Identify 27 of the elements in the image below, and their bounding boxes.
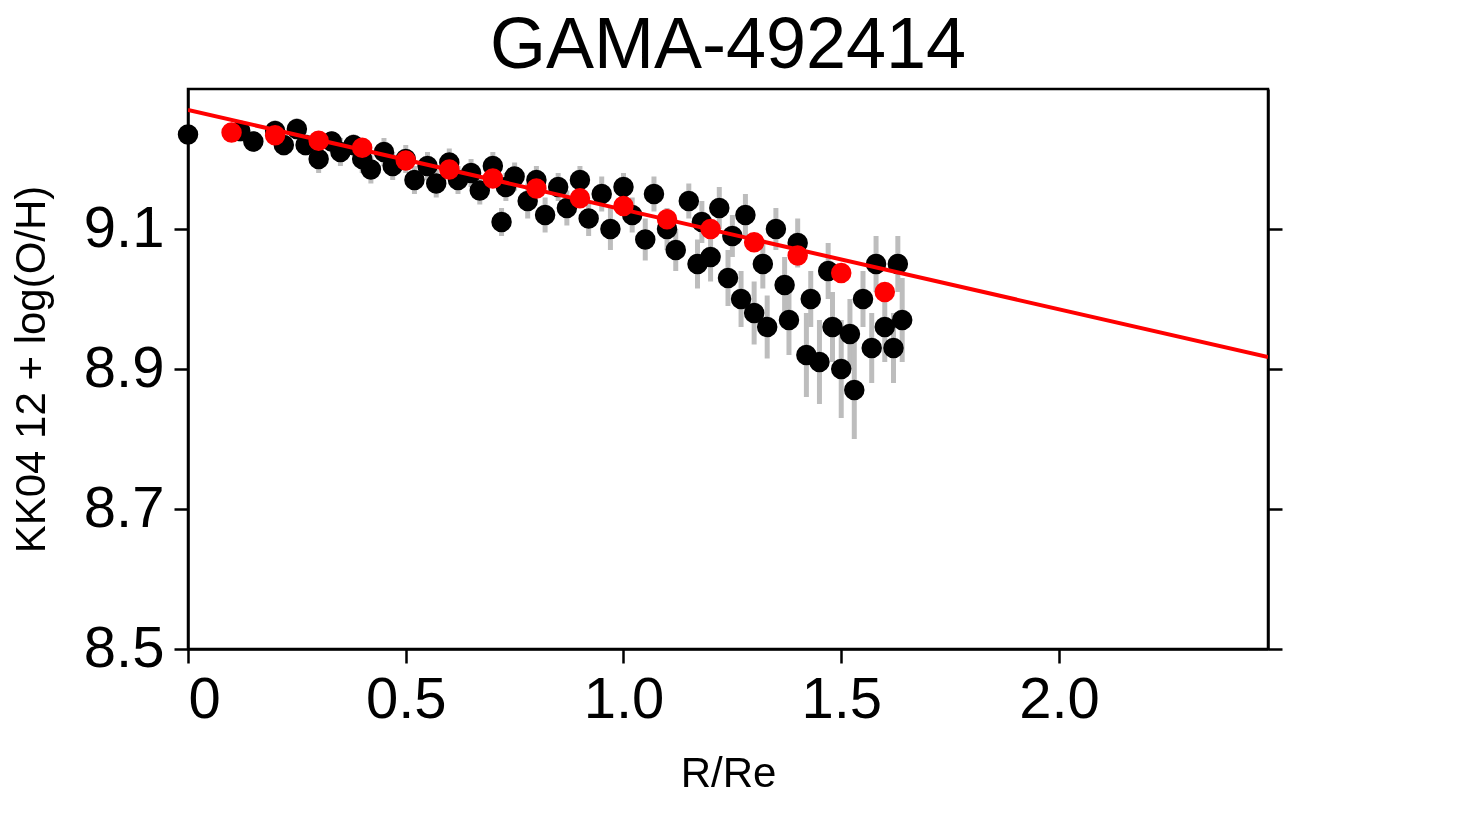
x-tick-label: 0 <box>188 664 221 730</box>
x-tick-label: 1.5 <box>801 664 883 730</box>
point <box>264 124 286 146</box>
y-axis-title: KK04 12 + log(O/H) <box>6 185 54 554</box>
point <box>613 195 634 217</box>
y-tick-label: 8.7 <box>83 473 165 539</box>
point <box>787 245 808 266</box>
point <box>656 208 678 230</box>
point <box>874 281 896 303</box>
point <box>482 168 504 189</box>
chart-title: GAMA-492414 <box>489 3 967 83</box>
x-tick-label: 0.5 <box>365 664 447 730</box>
point <box>700 218 721 240</box>
x-tick-label: 1.0 <box>583 664 665 730</box>
point <box>569 187 591 209</box>
point <box>526 178 547 199</box>
y-tick-label: 9.1 <box>83 193 165 259</box>
point <box>351 137 373 159</box>
point <box>221 122 242 143</box>
y-tick-label: 8.9 <box>83 333 165 399</box>
x-axis-title: R/Re <box>680 748 777 796</box>
point <box>308 130 329 152</box>
point <box>439 159 460 180</box>
point <box>830 262 852 284</box>
point <box>743 232 765 253</box>
x-tick-label: 2.0 <box>1019 664 1100 730</box>
y-tick-label: 8.5 <box>83 613 165 679</box>
